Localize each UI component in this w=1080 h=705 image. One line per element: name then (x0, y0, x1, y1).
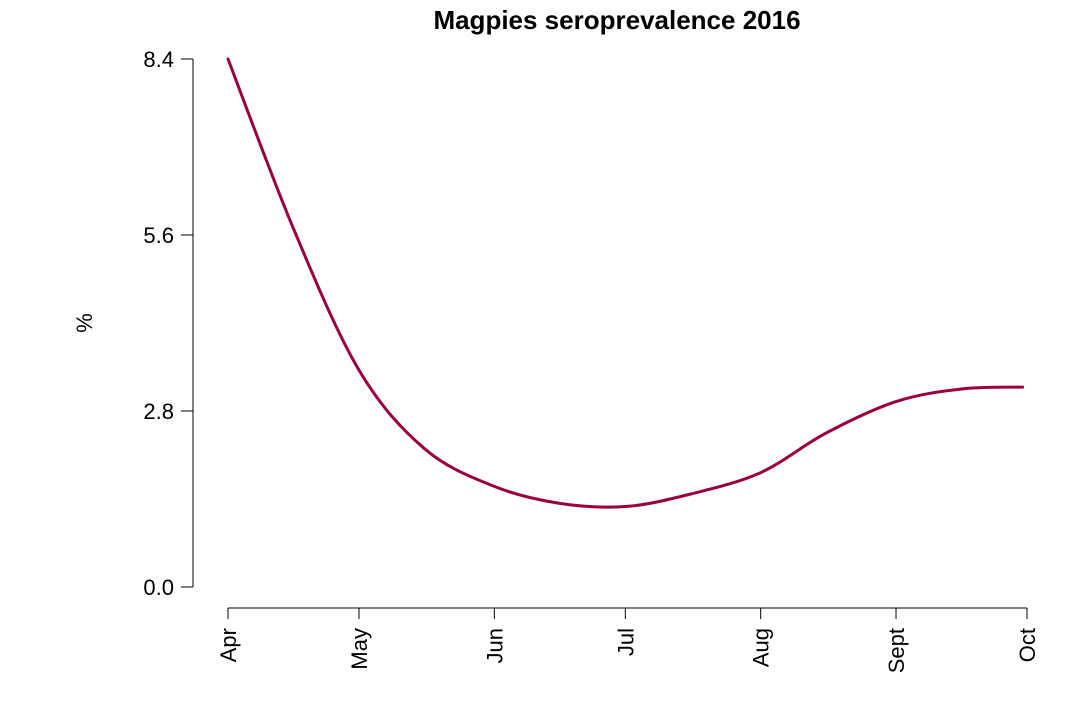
y-tick-label: 0.0 (143, 575, 174, 600)
x-tick-label: Jul (613, 628, 638, 656)
x-tick-label: Jun (482, 628, 507, 663)
y-tick-label: 8.4 (143, 47, 174, 72)
plot-area (226, 57, 1025, 509)
x-axis: Apr May Jun Jul Aug Sept Oct (216, 607, 1040, 673)
chart-title: Magpies seroprevalence 2016 (433, 5, 800, 35)
x-tick-label: Aug (749, 628, 774, 667)
x-tick-label: Apr (216, 628, 241, 662)
x-tick-label: May (347, 628, 372, 670)
y-tick-label: 5.6 (143, 223, 174, 248)
seroprevalence-line (226, 57, 1025, 509)
y-axis: 0.0 2.8 5.6 8.4 (143, 47, 194, 600)
y-axis-label: % (72, 313, 97, 333)
x-tick-label: Oct (1015, 628, 1040, 662)
y-tick-label: 2.8 (143, 399, 174, 424)
x-tick-label: Sept (884, 628, 909, 673)
